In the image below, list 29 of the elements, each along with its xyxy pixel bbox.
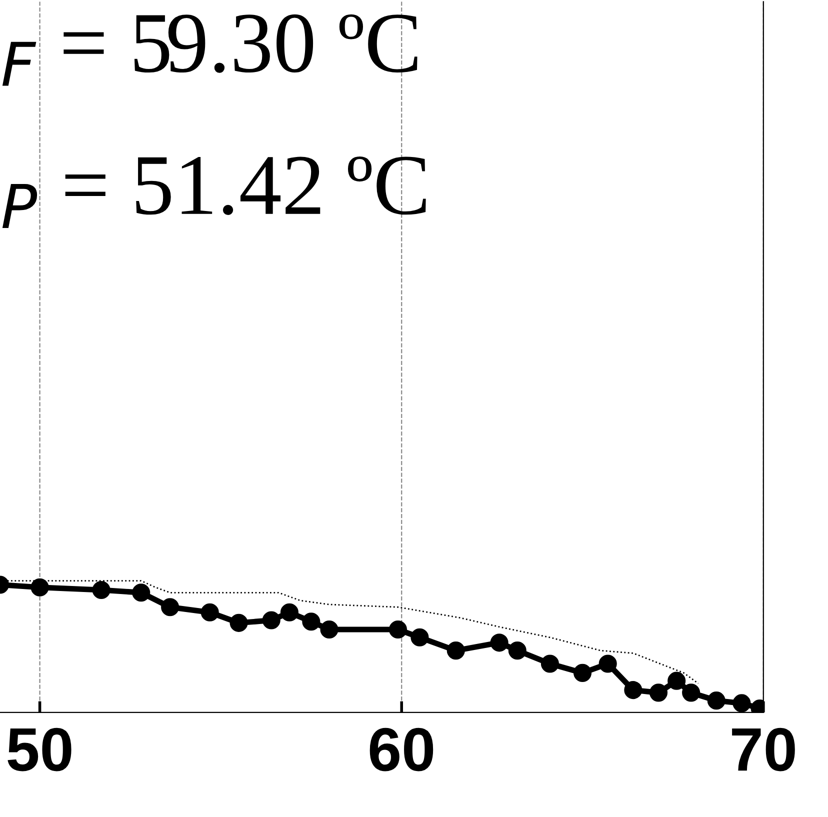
point — [624, 681, 642, 700]
x-tick-label: 50 — [8, 728, 72, 772]
text: $_{F}$ = 59.30 ºC — [2, 14, 418, 86]
text: $_{P}$ = 51.42 ºC — [2, 156, 426, 228]
point — [732, 694, 751, 712]
point — [668, 672, 686, 690]
point — [230, 614, 248, 632]
point — [200, 603, 219, 622]
point — [30, 578, 49, 596]
point — [540, 654, 559, 673]
point — [280, 603, 298, 622]
point — [446, 642, 465, 660]
x-tick-label: 70 — [732, 728, 795, 772]
point — [92, 580, 110, 600]
point — [388, 620, 408, 639]
point — [598, 654, 617, 673]
point — [707, 692, 726, 710]
point — [508, 642, 526, 660]
point — [161, 598, 180, 616]
point — [320, 620, 338, 639]
x-tick-label: 60 — [370, 728, 434, 772]
point — [682, 684, 700, 702]
point — [262, 611, 280, 630]
point — [410, 628, 429, 646]
point — [302, 612, 320, 631]
point — [649, 684, 668, 702]
point — [490, 634, 508, 652]
point — [132, 584, 150, 602]
point — [573, 664, 592, 682]
